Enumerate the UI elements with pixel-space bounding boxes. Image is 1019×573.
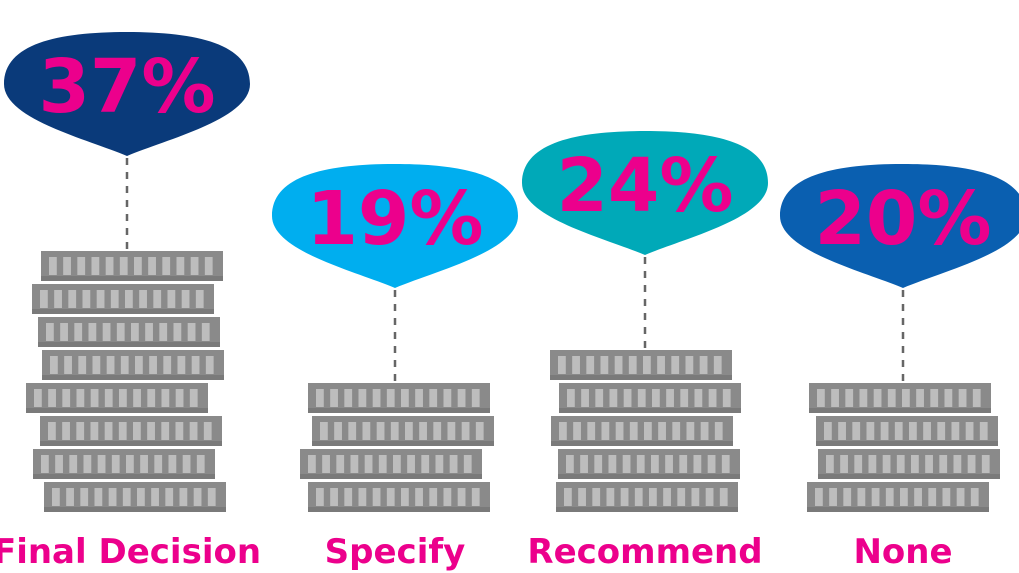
coin-2-3 — [559, 383, 741, 413]
value-label-3: 20% — [814, 176, 991, 262]
coin-3-2 — [816, 416, 998, 446]
coin-1-0 — [308, 482, 490, 512]
coin-3-1 — [818, 449, 1000, 479]
coin-0-4 — [42, 350, 224, 380]
coin-0-6 — [32, 284, 214, 314]
bar-group-0: 37% Final Decision — [0, 32, 261, 572]
value-label-1: 19% — [306, 176, 483, 262]
coin-0-7 — [41, 251, 223, 281]
coin-0-0 — [44, 482, 226, 512]
coin-0-1 — [33, 449, 215, 479]
value-bubble-0 — [4, 32, 250, 156]
coin-2-1 — [558, 449, 740, 479]
coin-2-4 — [550, 350, 732, 380]
coin-3-3 — [809, 383, 991, 413]
coin-0-3 — [26, 383, 208, 413]
coin-3-0 — [807, 482, 989, 512]
coin-0-5 — [38, 317, 220, 347]
value-label-2: 24% — [556, 143, 733, 229]
coin-1-3 — [308, 383, 490, 413]
category-label-0: Final Decision — [0, 532, 261, 572]
bar-group-3: 20% None — [780, 164, 1019, 572]
coin-1-2 — [312, 416, 494, 446]
coin-1-1 — [300, 449, 482, 479]
value-bubble-1 — [272, 164, 518, 288]
bar-group-1: 19% Specify — [272, 164, 518, 572]
coin-2-2 — [551, 416, 733, 446]
value-label-0: 37% — [38, 44, 215, 130]
value-bubble-2 — [522, 131, 768, 255]
category-label-1: Specify — [325, 532, 466, 572]
category-label-2: Recommend — [527, 532, 762, 572]
coin-0-2 — [40, 416, 222, 446]
category-label-3: None — [853, 532, 952, 572]
coin-2-0 — [556, 482, 738, 512]
bar-group-2: 24% Recommend — [522, 131, 768, 572]
value-bubble-3 — [780, 164, 1019, 288]
